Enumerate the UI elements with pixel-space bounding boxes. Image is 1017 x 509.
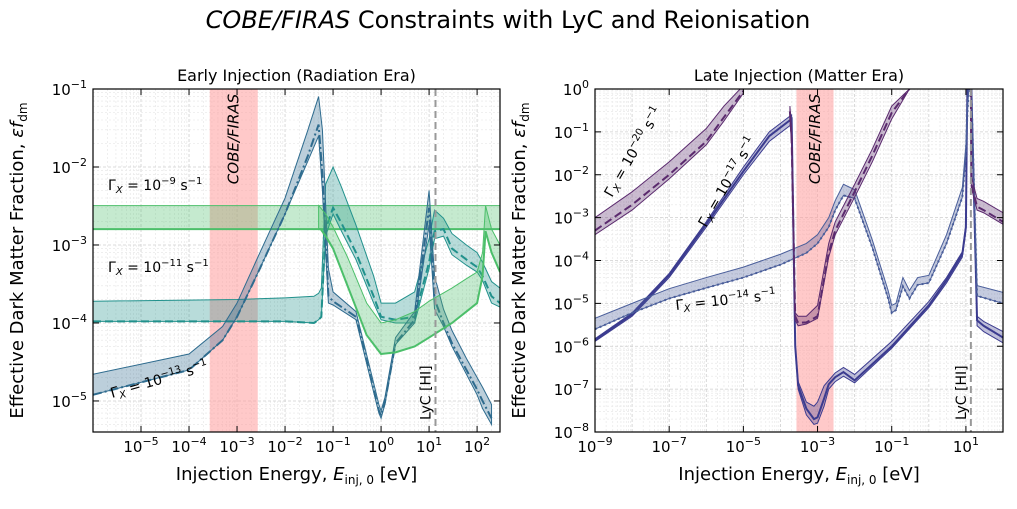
y-tick-label: 10−3 bbox=[554, 207, 589, 228]
panel-early-injection: COBE/FIRAS LyC [HI] 10−5 10−4 10−3 10−2 10−1 10… bbox=[7, 66, 501, 487]
series-band-3 bbox=[789, 89, 910, 327]
cobe-firas-label: COBE/FIRAS bbox=[225, 93, 243, 184]
y-axis-label: Effective Dark Matter Fraction, εfdm bbox=[7, 102, 30, 418]
series-line-4 bbox=[969, 89, 1003, 223]
y-tick-label: 10−7 bbox=[554, 378, 589, 399]
x-tick-label: 10−3 bbox=[219, 435, 254, 456]
x-tick-label: 101 bbox=[416, 435, 442, 456]
x-tick-label: 10−1 bbox=[874, 435, 909, 456]
lyc-label: LyC [HI] bbox=[954, 365, 970, 420]
panel-late-injection: COBE/FIRAS LyC [HI] 10−9 10−7 10−5 10−3 10−1 10… bbox=[509, 66, 1004, 487]
series-group bbox=[93, 96, 500, 427]
y-tick-label: 10−1 bbox=[554, 121, 589, 142]
y-tick-label: 10−1 bbox=[52, 78, 87, 99]
x-tick-label: 10−4 bbox=[171, 435, 206, 456]
series-line-3 bbox=[788, 89, 911, 324]
x-tick-label: 10−1 bbox=[315, 435, 350, 456]
y-tick-label: 10−3 bbox=[52, 234, 87, 255]
panel-title: Late Injection (Matter Era) bbox=[694, 66, 904, 85]
x-tick-label: 10−9 bbox=[577, 435, 612, 456]
x-axis-label: Injection Energy, Einj, 0 [eV] bbox=[678, 464, 919, 487]
series-line-2 bbox=[93, 124, 493, 419]
x-tick-label: 10−7 bbox=[652, 435, 687, 456]
x-tick-label: 102 bbox=[464, 435, 490, 456]
series-line-1 bbox=[93, 205, 500, 324]
y-tick-label: 10−6 bbox=[554, 335, 589, 356]
series-group bbox=[595, 89, 1003, 426]
series-line-2 bbox=[595, 89, 1003, 331]
y-tick-label: 100 bbox=[563, 78, 589, 99]
x-tick-label: 10−2 bbox=[267, 435, 302, 456]
x-tick-label: 10−3 bbox=[800, 435, 835, 456]
panel-title: Early Injection (Radiation Era) bbox=[177, 66, 416, 85]
series-line-3 bbox=[318, 228, 500, 356]
gamma-annotation: ΓX = 10−11 s−1 bbox=[108, 258, 209, 278]
y-tick-label: 10−2 bbox=[52, 156, 87, 177]
x-tick-label: 100 bbox=[368, 435, 394, 456]
y-axis-label: Effective Dark Matter Fraction, εfdm bbox=[509, 102, 532, 418]
y-tick-label: 10−4 bbox=[52, 312, 87, 333]
axes-frame bbox=[92, 88, 501, 433]
lyc-label: LyC [HI] bbox=[418, 365, 434, 420]
x-tick-label: 101 bbox=[953, 435, 979, 456]
y-tick-label: 10−5 bbox=[554, 292, 589, 313]
series-band-1 bbox=[93, 165, 500, 324]
series-band-1 bbox=[595, 89, 1003, 426]
gamma-annotation: ΓX = 10−17 s−1 bbox=[694, 134, 762, 231]
figure-title: COBE/FIRAS Constraints with LyC and Reio… bbox=[206, 6, 811, 34]
series-line-1 bbox=[595, 89, 1003, 421]
y-tick-label: 10−2 bbox=[554, 164, 589, 185]
x-tick-label: 10−5 bbox=[726, 435, 761, 456]
gamma-annotation: ΓX = 10−9 s−1 bbox=[108, 176, 202, 196]
cobe-firas-label: COBE/FIRAS bbox=[806, 93, 824, 184]
cobe-firas-band bbox=[209, 89, 258, 432]
y-tick-label: 10−5 bbox=[52, 390, 87, 411]
series-line-0 bbox=[595, 90, 745, 232]
y-tick-label: 10−8 bbox=[554, 421, 589, 442]
x-axis-label: Injection Energy, Einj, 0 [eV] bbox=[176, 464, 417, 487]
x-tick-label: 10−5 bbox=[123, 435, 158, 456]
y-tick-label: 10−4 bbox=[554, 250, 589, 271]
series-band-2 bbox=[93, 96, 493, 427]
